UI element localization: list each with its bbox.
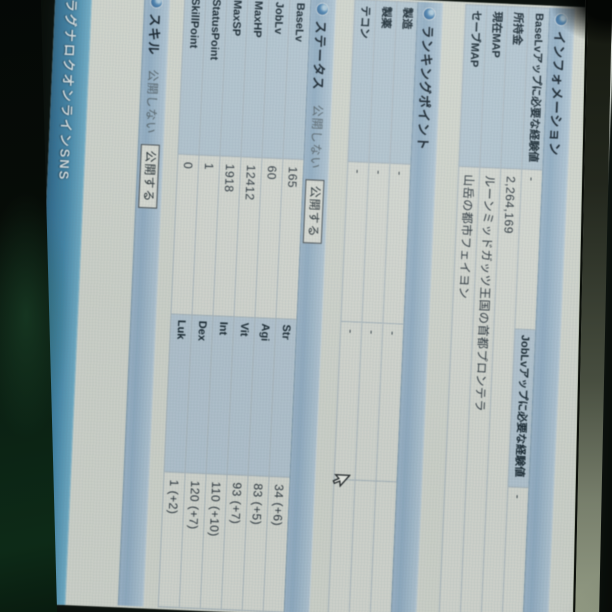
mouse-cursor-icon bbox=[332, 474, 351, 488]
section-title-skill: スキル bbox=[146, 13, 164, 56]
status-tab-private[interactable]: 公開しない bbox=[308, 104, 326, 170]
status-table: BaseLv 165 Str 34 (+6) JobLv 60 Agi 83 (… bbox=[157, 0, 311, 612]
bullet-icon bbox=[424, 8, 436, 20]
skill-tab-private[interactable]: 公開しない bbox=[143, 69, 161, 135]
section-title-ranking: ランキングポイント bbox=[415, 25, 436, 152]
section-title-status: ステータス bbox=[310, 20, 329, 91]
section-title-information: インフォメーション bbox=[547, 30, 568, 157]
status-tab-public-button[interactable]: 公開する bbox=[303, 179, 325, 244]
sns-character-page: インフォメーション BaseLvアップに必要な経験値 - JobLvアップに必要… bbox=[28, 0, 612, 612]
bullet-icon bbox=[151, 0, 163, 8]
footer-brand-text: ラグナロクオンラインSNS bbox=[56, 0, 80, 182]
bullet-icon bbox=[555, 13, 568, 26]
bullet-icon bbox=[317, 3, 329, 15]
skill-tab-public-button[interactable]: 公開する bbox=[138, 143, 161, 209]
browser-page: インフォメーション BaseLvアップに必要な経験値 - JobLvアップに必要… bbox=[28, 0, 612, 612]
